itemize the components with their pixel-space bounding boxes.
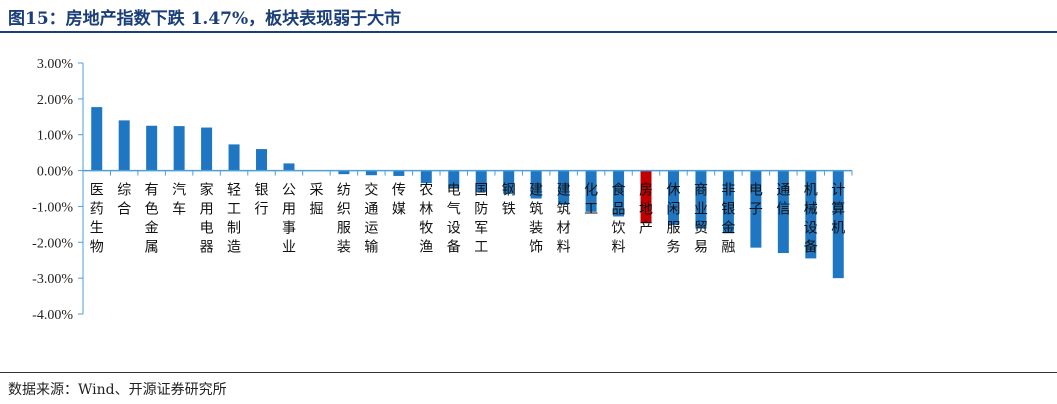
category-label: 化工 — [584, 183, 598, 218]
category-label: 医药生物 — [90, 183, 104, 256]
y-tick-label: -3.00% — [32, 272, 73, 287]
y-tick-label: 1.00% — [37, 129, 74, 144]
category-label: 轻工制造 — [227, 183, 241, 256]
category-label: 国防军工 — [474, 183, 488, 256]
y-tick-label: 3.00% — [37, 57, 74, 72]
y-axis: 3.00% 2.00% 1.00% 0.00% -1.00% -2.00% -3.00% -4… — [32, 57, 84, 323]
bar-4 — [173, 126, 185, 171]
category-label: 食品饮料 — [612, 182, 626, 256]
bar-21 — [640, 170, 652, 224]
category-label: 公用事业 — [282, 183, 296, 256]
category-label: 通信 — [776, 183, 790, 218]
category-label: 电子 — [749, 183, 763, 218]
category-label: 交通运输 — [364, 182, 378, 256]
y-tick-label: -2.00% — [32, 236, 73, 251]
bar-18 — [558, 170, 570, 205]
bar-7 — [256, 149, 268, 171]
category-label: 钢铁 — [502, 183, 516, 218]
bar-10 — [338, 170, 350, 175]
bar-19 — [585, 170, 597, 212]
category-label: 计算机 — [831, 183, 845, 237]
category-label: 银行 — [255, 183, 269, 218]
bar-11 — [365, 170, 377, 176]
y-tick-label: -4.00% — [32, 308, 73, 323]
bar-20 — [613, 170, 625, 217]
bar-17 — [530, 170, 542, 199]
category-label: 非银金融 — [721, 183, 735, 256]
category-label: 建筑装饰 — [529, 183, 543, 256]
bar-6 — [228, 144, 240, 171]
x-axis — [82, 169, 853, 176]
category-label: 房地产 — [639, 183, 653, 237]
bar-24 — [722, 170, 734, 234]
bar-series — [91, 107, 844, 279]
category-label: 传媒 — [392, 183, 406, 218]
category-label: 休闲服务 — [666, 183, 680, 256]
bar-27 — [805, 170, 817, 259]
category-label: 机械设备 — [804, 183, 818, 256]
category-label: 综合 — [117, 183, 131, 218]
figure-title: 图15：房地产指数下跌 1.47%，板块表现弱于大市 — [8, 9, 402, 29]
category-labels: 医药生物综合有色金属汽车家用电器轻工制造银行公用事业采掘纺织服装交通运输传媒农林… — [90, 182, 846, 256]
bar-14 — [448, 170, 460, 189]
bar-chart: 3.00% 2.00% 1.00% 0.00% -1.00% -2.00% -3.00% -4… — [32, 57, 853, 323]
bar-28 — [832, 170, 844, 279]
category-label: 家用电器 — [200, 182, 214, 256]
y-tick-label: -1.00% — [32, 200, 73, 215]
bar-12 — [393, 170, 405, 176]
bar-3 — [146, 125, 158, 171]
category-label: 电气设备 — [447, 183, 461, 256]
bar-2 — [118, 120, 130, 171]
category-label: 有色金属 — [145, 183, 159, 256]
bar-1 — [91, 107, 103, 171]
bar-8 — [283, 163, 295, 171]
bar-15 — [475, 170, 487, 193]
bar-25 — [750, 170, 762, 248]
y-tick-label: 2.00% — [37, 93, 74, 108]
bar-23 — [695, 170, 707, 229]
category-label: 农林牧渔 — [419, 183, 433, 256]
y-tick-label: 0.00% — [37, 165, 74, 180]
bar-16 — [503, 170, 515, 194]
footer-divider — [0, 372, 1057, 373]
bar-13 — [420, 170, 432, 184]
category-label: 商业贸易 — [694, 183, 708, 256]
bar-26 — [777, 170, 789, 254]
category-label: 汽车 — [172, 183, 186, 218]
data-source: 数据来源：Wind、开源证券研究所 — [8, 382, 227, 398]
title-divider — [0, 31, 1057, 33]
category-label: 纺织服装 — [337, 183, 351, 256]
bar-5 — [201, 127, 213, 171]
category-label: 建筑材料 — [557, 183, 571, 256]
category-label: 采掘 — [309, 183, 323, 218]
bar-22 — [667, 170, 679, 226]
